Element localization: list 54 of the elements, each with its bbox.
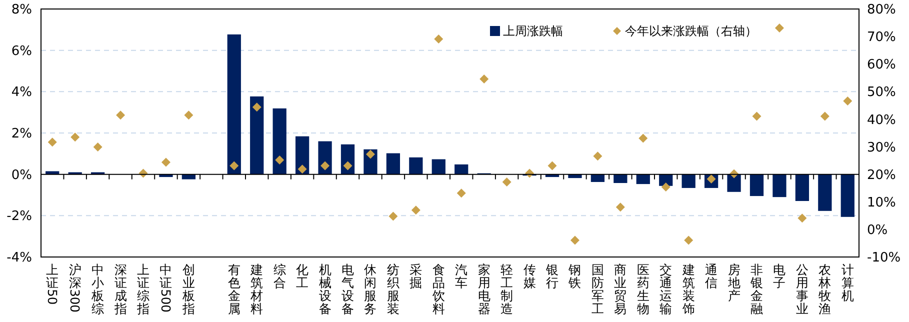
y2-tick-label: 20% bbox=[867, 168, 896, 183]
y-tick-label: 6% bbox=[11, 44, 32, 59]
y-tick-label: -2% bbox=[6, 209, 32, 224]
x-tick-label: 农林牧渔 bbox=[818, 262, 832, 316]
x-tick-label: 汽车 bbox=[455, 262, 468, 290]
x-tick-label: 中证500 bbox=[158, 262, 174, 312]
y-tick-label: 2% bbox=[11, 126, 32, 142]
x-tick-label: 轻工制造 bbox=[500, 262, 514, 316]
x-tick-label: 电气设备 bbox=[342, 262, 354, 316]
y2-tick-label: 10% bbox=[867, 195, 896, 210]
x-tick-label: 公用事业 bbox=[796, 262, 809, 316]
x-tick-label: 建筑装饰 bbox=[681, 262, 696, 316]
x-tick-label: 建筑材料 bbox=[250, 262, 264, 316]
x-tick-label: 传媒 bbox=[523, 262, 536, 290]
y-tick-label: -4% bbox=[6, 250, 32, 266]
x-tick-label: 电子 bbox=[773, 262, 786, 290]
x-tick-label: 机械设备 bbox=[318, 262, 332, 316]
x-tick-label: 非银金融 bbox=[750, 262, 764, 316]
x-tick-label: 休闲服务 bbox=[364, 262, 378, 316]
y2-tick-label: 40% bbox=[867, 112, 896, 128]
y2-tick-label: 70% bbox=[867, 30, 896, 46]
x-tick-label: 创业板指 bbox=[181, 262, 196, 316]
y-tick-label: 8% bbox=[11, 2, 32, 18]
x-tick-label: 综合 bbox=[273, 262, 286, 290]
x-tick-label: 沪深300 bbox=[68, 262, 83, 312]
x-tick-label: 食品饮料 bbox=[431, 262, 446, 316]
y2-tick-label: 80% bbox=[867, 2, 896, 18]
y2-tick-label: -10% bbox=[867, 250, 901, 266]
x-tick-label: 化工 bbox=[296, 262, 310, 290]
x-tick-label: 中小板综 bbox=[90, 262, 105, 316]
x-tick-label: 采掘 bbox=[410, 262, 423, 290]
x-tick-label: 上证50 bbox=[44, 262, 60, 305]
x-tick-label: 交通运输 bbox=[660, 262, 673, 316]
x-tick-label: 有色金属 bbox=[228, 262, 241, 316]
x-tick-label: 深证成指 bbox=[113, 262, 128, 316]
y2-tick-label: 60% bbox=[867, 58, 896, 73]
x-tick-label: 通信 bbox=[705, 262, 718, 290]
y-tick-label: 0% bbox=[11, 168, 32, 183]
x-tick-label: 房地产 bbox=[726, 262, 741, 303]
x-tick-label: 银行 bbox=[545, 262, 559, 290]
y2-tick-label: 30% bbox=[867, 140, 896, 156]
y2-tick-label: 50% bbox=[867, 85, 896, 100]
x-tick-label: 国防军工 bbox=[591, 262, 604, 316]
x-tick-label: 家用电器 bbox=[478, 262, 491, 316]
y2-tick-label: 0% bbox=[867, 222, 888, 238]
x-tick-label: 医药生物 bbox=[636, 262, 650, 316]
legend-label: 今年以来涨跌幅（右轴） bbox=[625, 24, 757, 38]
x-tick-label: 上证综指 bbox=[136, 262, 150, 316]
y-tick-label: 4% bbox=[11, 85, 32, 100]
x-tick-label: 商业贸易 bbox=[614, 262, 628, 316]
legend-label: 上周涨跌幅 bbox=[503, 24, 563, 38]
x-tick-label: 钢铁 bbox=[568, 262, 582, 290]
x-tick-label: 纺织服装 bbox=[386, 262, 400, 316]
x-tick-label: 计算机 bbox=[841, 262, 854, 303]
